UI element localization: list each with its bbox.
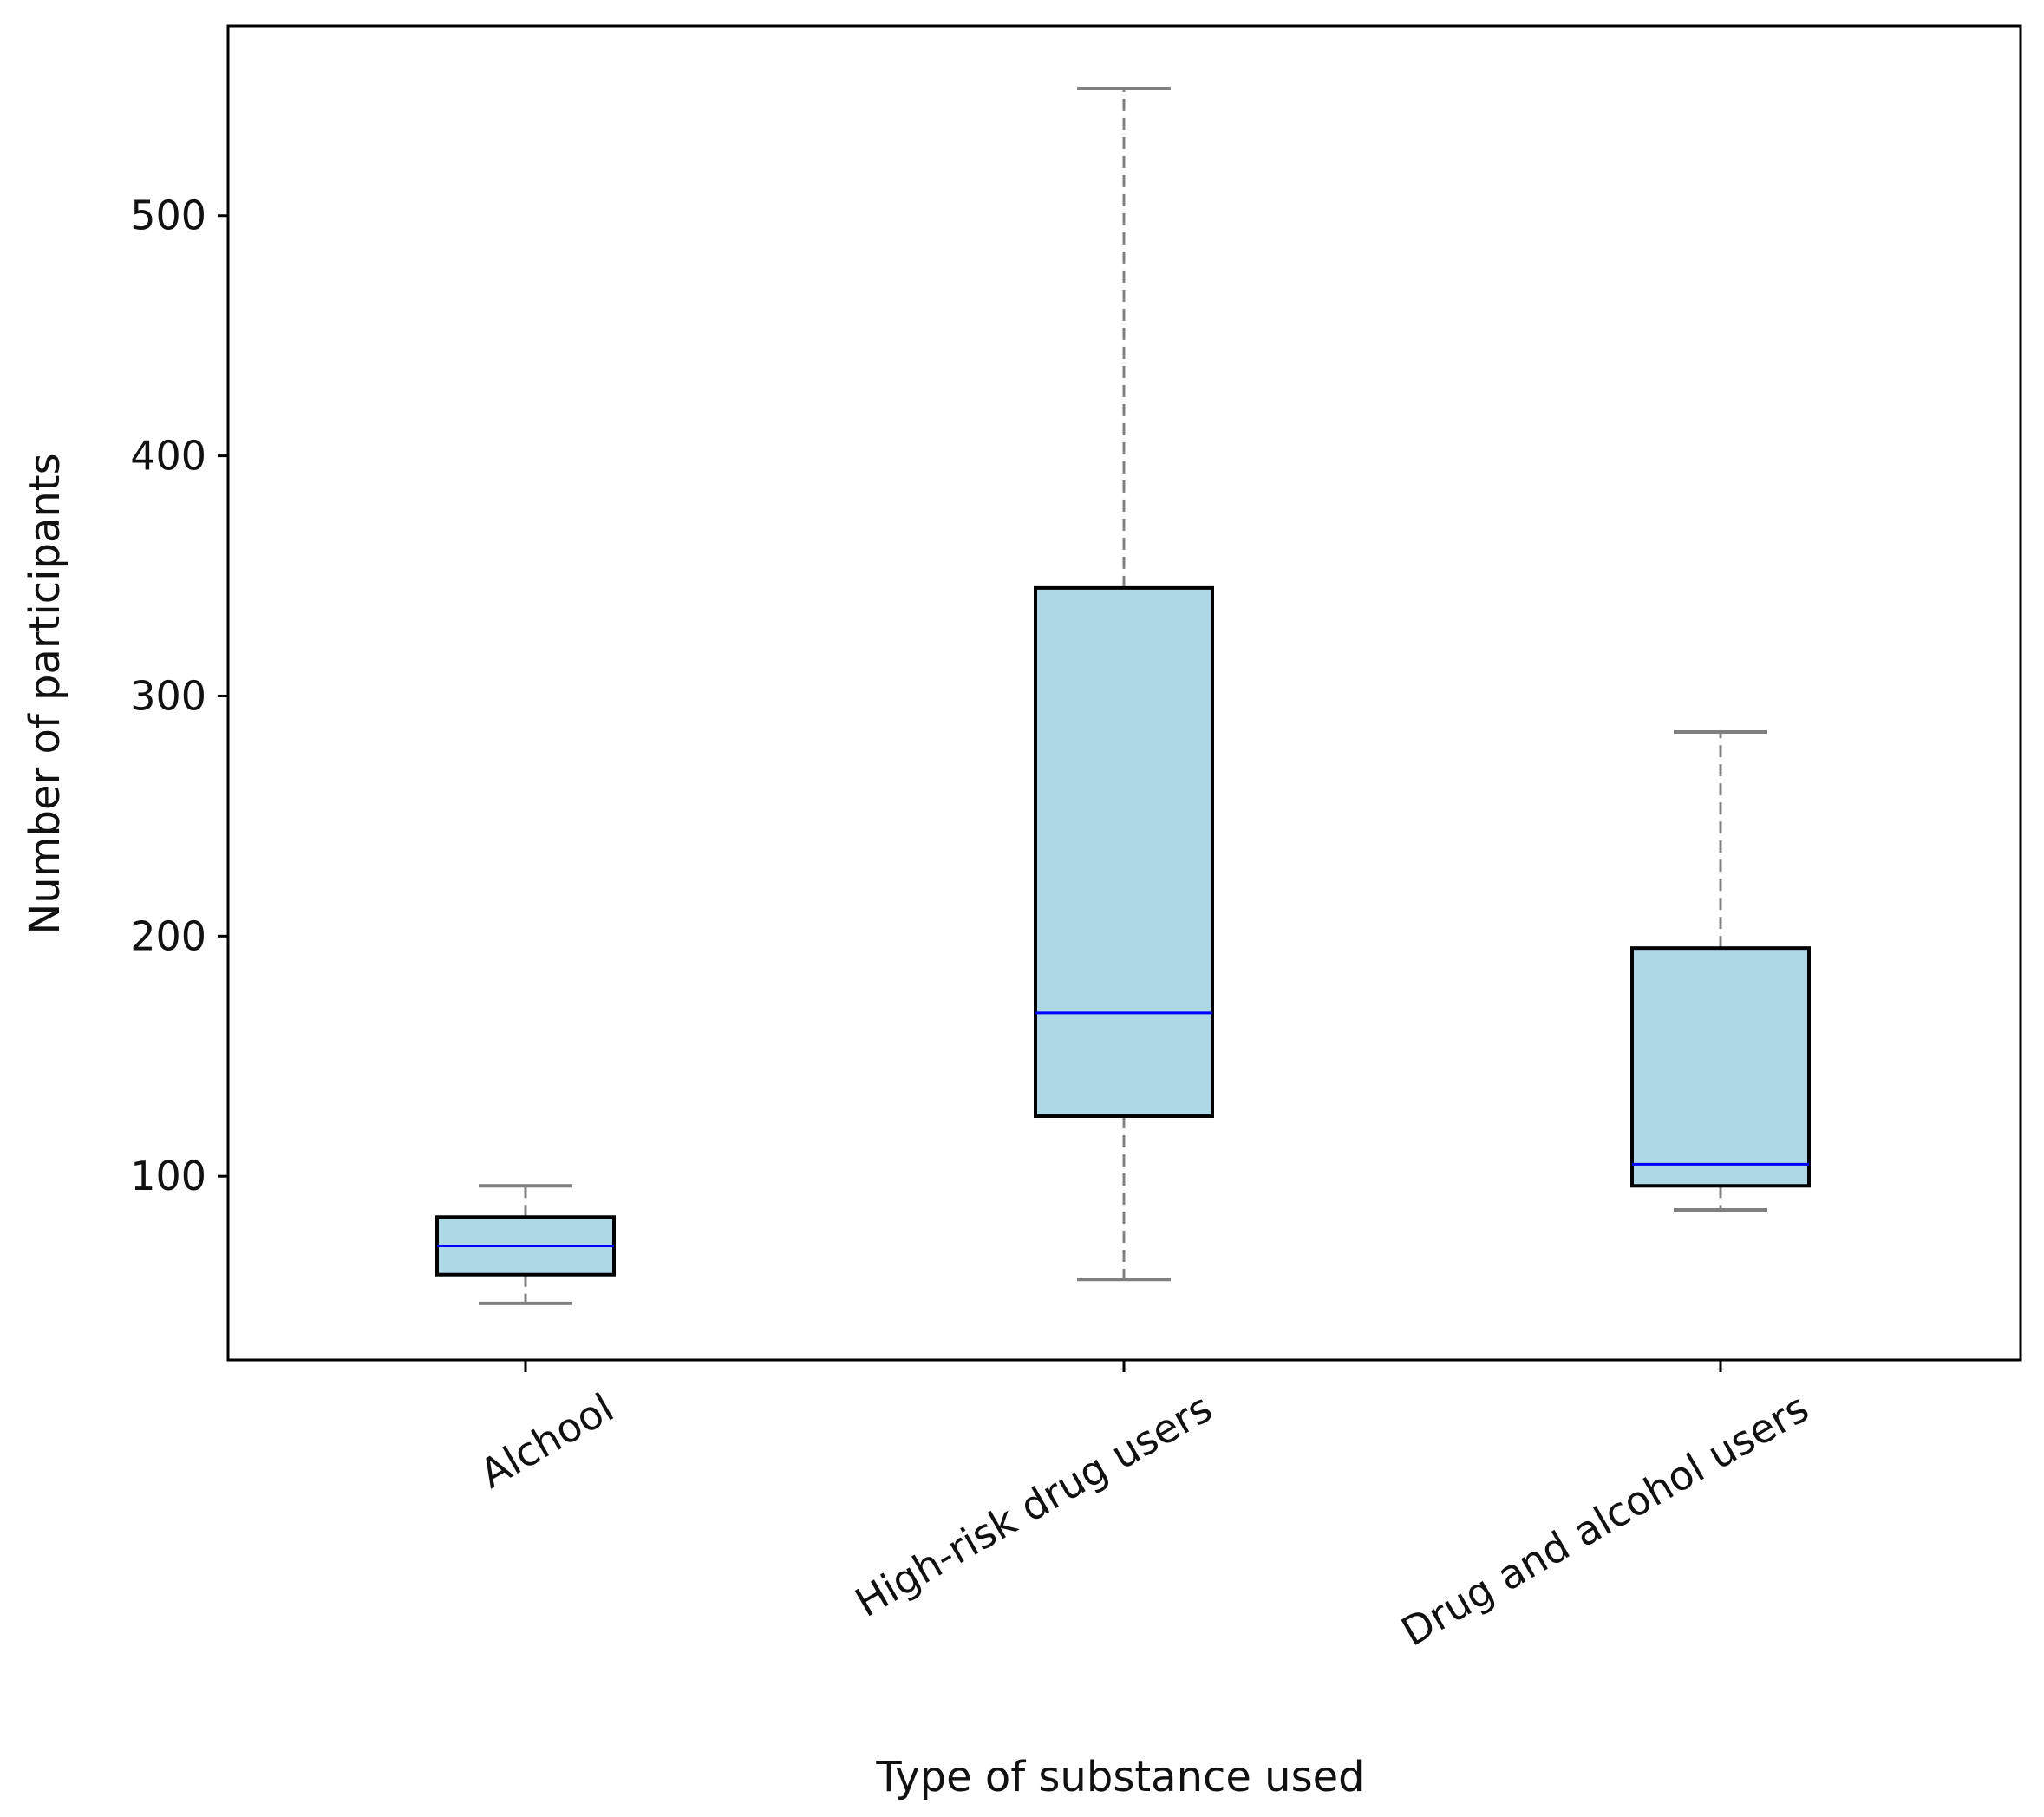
iqr-box	[1630, 946, 1811, 1188]
x-tick-label: Alchool	[472, 1384, 621, 1498]
y-axis-label: Number of participants	[21, 453, 69, 934]
x-axis: Alchool High-risk drug users Drug and alco…	[472, 1360, 1817, 1656]
y-tick-label: 300	[130, 672, 206, 719]
y-tick-label: 400	[130, 433, 206, 480]
boxes-layer	[435, 86, 1811, 1305]
x-axis-label: Type of substance used	[875, 1753, 1364, 1801]
y-tick-label: 100	[130, 1153, 206, 1199]
y-tick-label: 200	[130, 912, 206, 959]
x-tick-label: Drug and alcohol users	[1394, 1384, 1817, 1656]
box-1	[435, 1184, 616, 1305]
iqr-box	[1034, 585, 1214, 1118]
y-tick-label: 500	[130, 193, 206, 239]
box-2	[1034, 86, 1214, 1282]
x-tick-label: High-risk drug users	[847, 1384, 1219, 1626]
box-3	[1630, 729, 1811, 1212]
y-axis: 100 200 300 400 500	[130, 193, 228, 1199]
